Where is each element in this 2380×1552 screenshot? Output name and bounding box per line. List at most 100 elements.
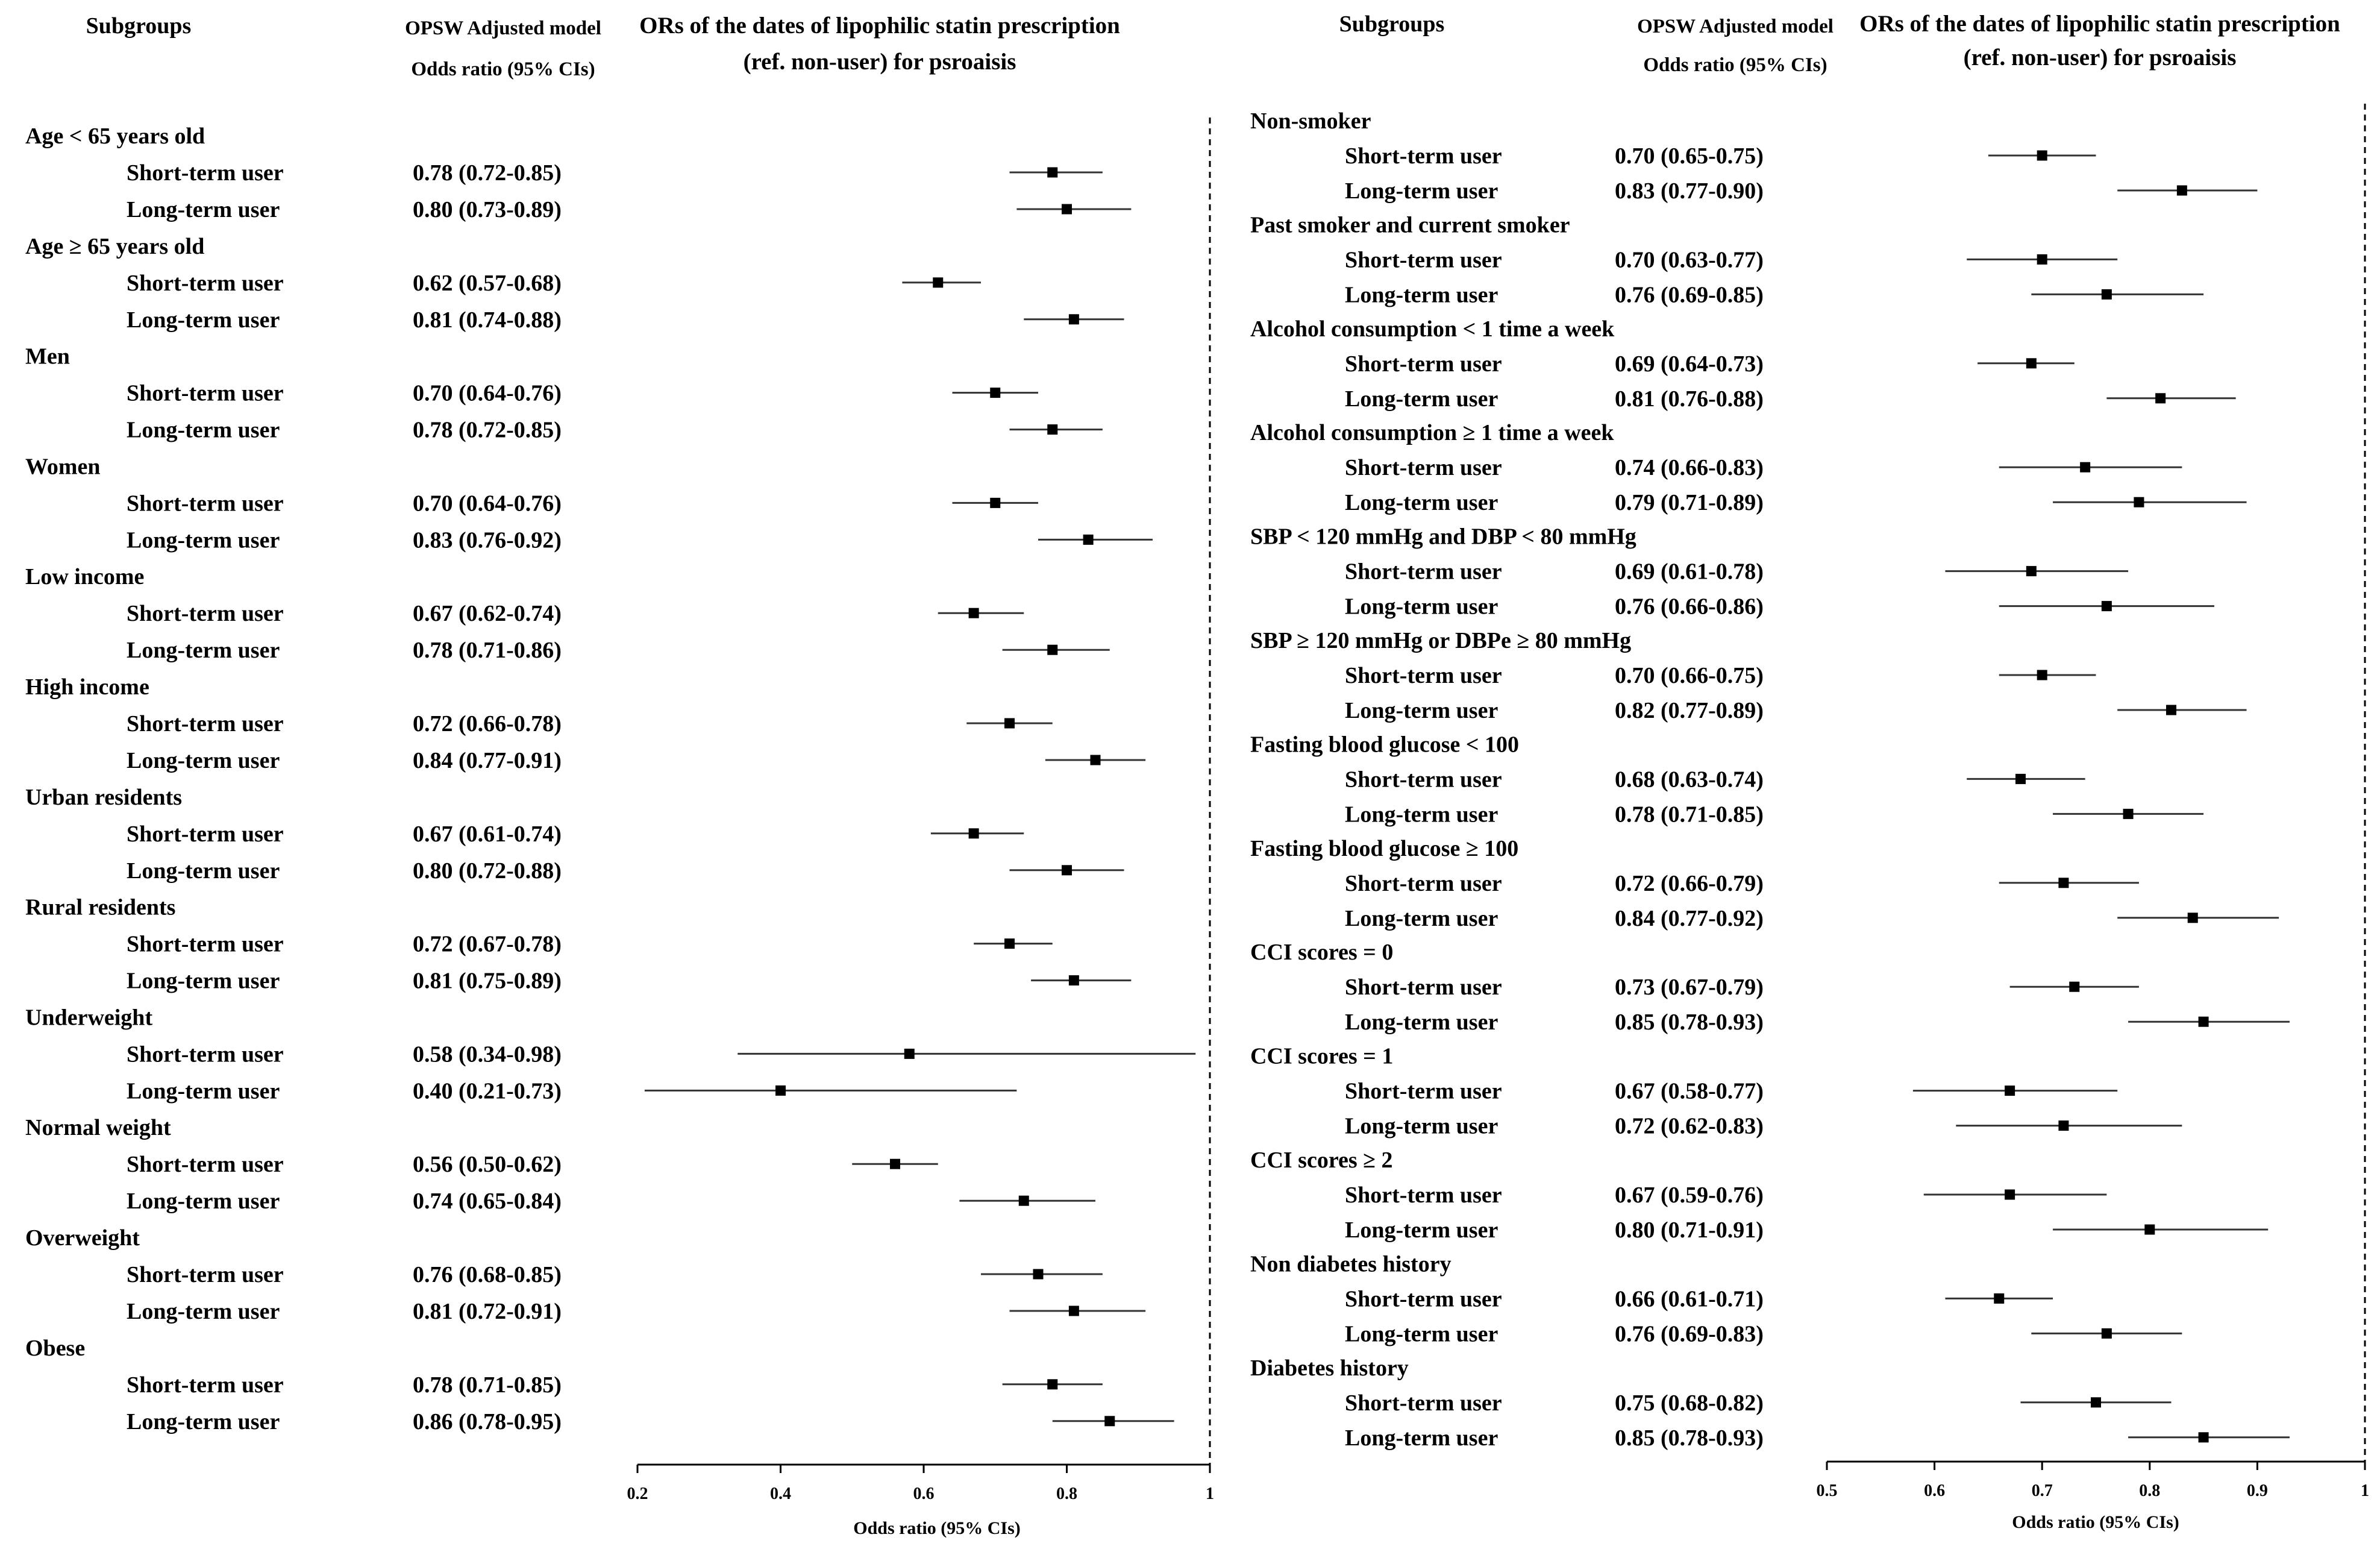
odds-ratio-value: 0.68 (0.63-0.74) (1615, 767, 1764, 792)
x-axis-label: Odds ratio (95% CIs) (2012, 1512, 2179, 1532)
subgroup-name: Fasting blood glucose ≥ 100 (1250, 836, 1518, 861)
subgroup-name: Rural residents (25, 895, 175, 920)
user-category-label: Long-term user (1345, 906, 1498, 931)
model-header-line1: OPSW Adjusted model (405, 17, 601, 39)
user-category-label: Short-term user (1345, 1183, 1502, 1208)
odds-ratio-value: 0.78 (0.71-0.85) (1615, 802, 1764, 827)
odds-ratio-value: 0.72 (0.67-0.78) (413, 932, 562, 957)
user-category-label: Short-term user (1345, 1286, 1502, 1312)
user-category-label: Short-term user (127, 1372, 284, 1398)
odds-ratio-marker (1047, 1379, 1058, 1390)
user-category-label: Short-term user (1345, 351, 1502, 377)
odds-ratio-value: 0.76 (0.68-0.85) (413, 1262, 562, 1287)
x-tick-label: 1 (2361, 1481, 2369, 1500)
odds-ratio-marker (2101, 1328, 2112, 1339)
x-tick-label: 1 (1206, 1484, 1214, 1503)
odds-ratio-value: 0.67 (0.61-0.74) (413, 822, 562, 847)
user-category-label: Short-term user (1345, 1079, 1502, 1104)
odds-ratio-value: 0.82 (0.77-0.89) (1615, 698, 1764, 723)
subgroup-name: Urban residents (25, 785, 182, 810)
model-header-line2: Odds ratio (95% CIs) (1643, 54, 1827, 76)
subgroup-name: Underweight (25, 1005, 152, 1030)
user-category-label: Long-term user (1345, 698, 1498, 723)
odds-ratio-value: 0.76 (0.66-0.86) (1615, 594, 1764, 620)
odds-ratio-value: 0.70 (0.65-0.75) (1615, 143, 1764, 169)
odds-ratio-value: 0.67 (0.59-0.76) (1615, 1183, 1764, 1208)
odds-ratio-value: 0.78 (0.72-0.85) (413, 160, 562, 186)
user-category-label: Long-term user (127, 1409, 280, 1434)
odds-ratio-marker (1068, 314, 1079, 325)
user-category-label: Long-term user (127, 638, 280, 663)
odds-ratio-value: 0.80 (0.72-0.88) (413, 858, 562, 884)
user-category-label: Short-term user (1345, 975, 1502, 1000)
odds-ratio-marker (2101, 289, 2112, 300)
user-category-label: Long-term user (1345, 178, 1498, 204)
odds-ratio-value: 0.62 (0.57-0.68) (413, 271, 562, 296)
odds-ratio-marker (1062, 204, 1072, 215)
odds-ratio-value: 0.84 (0.77-0.92) (1615, 906, 1764, 931)
subgroup-name: SBP < 120 mmHg and DBP < 80 mmHg (1250, 524, 1636, 550)
odds-ratio-marker (2155, 393, 2166, 404)
subgroups-header: Subgroups (1339, 11, 1445, 37)
subgroup-name: CCI scores = 0 (1250, 940, 1393, 965)
user-category-label: Long-term user (127, 307, 280, 333)
x-tick-label: 0.5 (1817, 1481, 1838, 1500)
odds-ratio-marker (2069, 981, 2080, 992)
odds-ratio-value: 0.69 (0.64-0.73) (1615, 351, 1764, 377)
odds-ratio-value: 0.70 (0.63-0.77) (1615, 247, 1764, 272)
odds-ratio-marker (1090, 755, 1101, 765)
user-category-label: Short-term user (1345, 143, 1502, 169)
odds-ratio-value: 0.80 (0.71-0.91) (1615, 1217, 1764, 1243)
subgroup-name: Obese (25, 1336, 85, 1361)
odds-ratio-value: 0.76 (0.69-0.83) (1615, 1321, 1764, 1346)
x-tick-label: 0.8 (2139, 1481, 2160, 1500)
odds-ratio-value: 0.72 (0.66-0.78) (413, 711, 562, 737)
odds-ratio-marker (2134, 497, 2144, 507)
odds-ratio-marker (1104, 1416, 1115, 1427)
user-category-label: Short-term user (1345, 767, 1502, 792)
user-category-label: Short-term user (1345, 1390, 1502, 1416)
user-category-label: Long-term user (127, 1299, 280, 1324)
odds-ratio-marker (933, 277, 944, 288)
chart-title-line2: (ref. non-user) for psroaisis (744, 49, 1016, 75)
subgroup-name: Past smoker and current smoker (1250, 212, 1570, 237)
odds-ratio-marker (904, 1048, 915, 1059)
odds-ratio-value: 0.72 (0.62-0.83) (1615, 1114, 1764, 1139)
user-category-label: Short-term user (127, 1262, 284, 1287)
odds-ratio-value: 0.70 (0.64-0.76) (413, 381, 562, 406)
odds-ratio-marker (1068, 1305, 1079, 1316)
odds-ratio-marker (2005, 1189, 2015, 1200)
subgroup-name: Diabetes history (1250, 1356, 1409, 1381)
user-category-label: Long-term user (1345, 490, 1498, 515)
odds-ratio-value: 0.40 (0.21-0.73) (413, 1078, 562, 1104)
subgroup-name: Age ≥ 65 years old (25, 234, 204, 259)
odds-ratio-value: 0.81 (0.74-0.88) (413, 307, 562, 333)
odds-ratio-value: 0.84 (0.77-0.91) (413, 748, 562, 773)
odds-ratio-value: 0.75 (0.68-0.82) (1615, 1390, 1764, 1416)
subgroup-name: Men (25, 344, 70, 369)
odds-ratio-value: 0.81 (0.75-0.89) (413, 969, 562, 994)
odds-ratio-marker (990, 497, 1001, 508)
subgroup-name: Non diabetes history (1250, 1251, 1451, 1277)
odds-ratio-marker (2058, 1120, 2069, 1131)
subgroup-name: Non-smoker (1250, 108, 1371, 134)
odds-ratio-value: 0.76 (0.69-0.85) (1615, 282, 1764, 307)
odds-ratio-marker (2144, 1224, 2155, 1235)
user-category-label: Long-term user (1345, 1217, 1498, 1243)
odds-ratio-value: 0.86 (0.78-0.95) (413, 1409, 562, 1434)
user-category-label: Short-term user (127, 1041, 284, 1067)
user-category-label: Long-term user (127, 1189, 280, 1214)
odds-ratio-marker (1018, 1195, 1029, 1206)
odds-ratio-marker (1062, 865, 1072, 876)
subgroup-name: Women (25, 454, 101, 479)
odds-ratio-value: 0.78 (0.72-0.85) (413, 418, 562, 443)
user-category-label: Long-term user (1345, 1425, 1498, 1451)
odds-ratio-marker (2198, 1016, 2209, 1027)
odds-ratio-value: 0.81 (0.72-0.91) (413, 1299, 562, 1324)
odds-ratio-marker (890, 1158, 900, 1169)
user-category-label: Long-term user (127, 197, 280, 222)
forest-panel-left: Subgroups OPSW Adjusted model Odds ratio (… (25, 13, 1214, 1538)
odds-ratio-value: 0.58 (0.34-0.98) (413, 1041, 562, 1067)
user-category-label: Short-term user (127, 1152, 284, 1177)
